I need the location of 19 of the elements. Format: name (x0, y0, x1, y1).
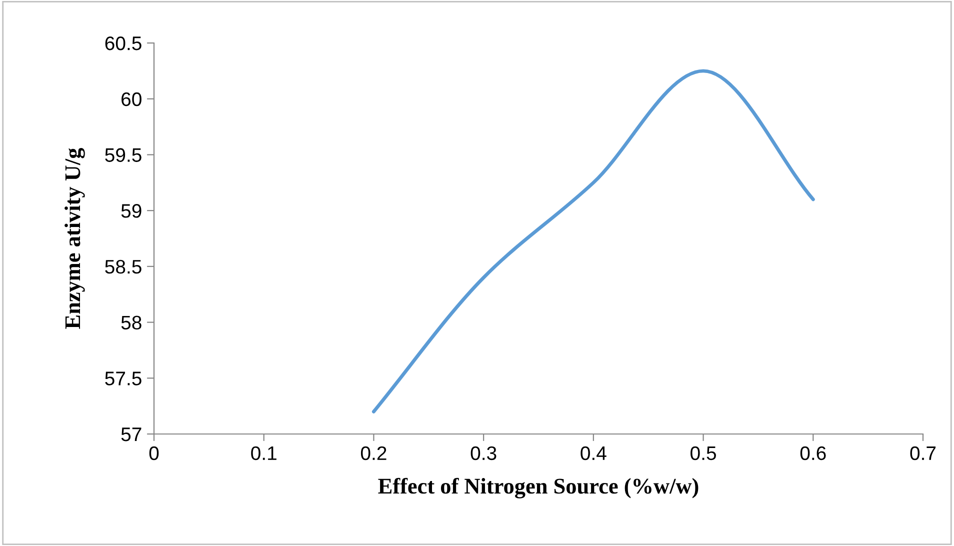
x-tick-label: 0.2 (360, 446, 386, 460)
y-tick-label: 60 (122, 92, 142, 106)
y-tick-label: 58.5 (105, 260, 142, 274)
y-tick-label: 57.5 (105, 372, 142, 386)
x-tick-label: 0 (149, 446, 159, 460)
x-tick-label: 0.1 (251, 446, 276, 460)
y-tick-label: 58 (121, 316, 142, 330)
x-tick-label: 0.4 (580, 446, 606, 460)
x-tick-label: 0.3 (470, 446, 496, 460)
y-tick-label: 57 (121, 428, 142, 442)
y-tick-label: 59.5 (105, 148, 142, 162)
y-tick-label: 59 (121, 204, 142, 218)
x-tick-label: 0.6 (800, 446, 826, 460)
y-tick-label: 60.5 (105, 36, 142, 50)
x-axis-title: Effect of Nitrogen Source (%w/w) (378, 478, 698, 498)
line-series (372, 69, 815, 414)
y-axis-title: Enzyme ativity U/g (64, 148, 85, 329)
x-tick-label: 0.5 (690, 446, 716, 460)
x-tick-label: 0.7 (910, 446, 936, 460)
